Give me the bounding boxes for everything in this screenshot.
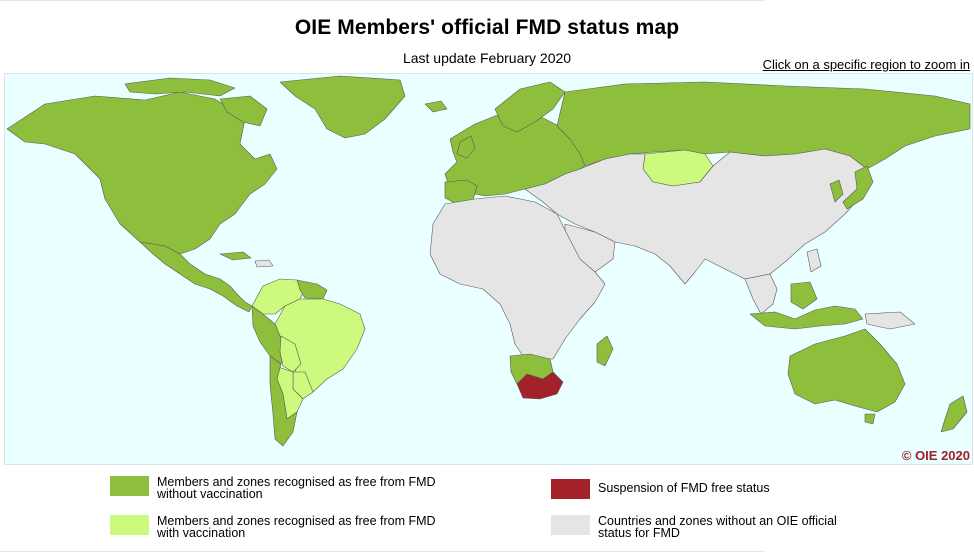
page-subtitle: Last update February 2020 bbox=[402, 50, 572, 66]
legend-item-free-without-vaccination: Members and zones recognised as free fro… bbox=[110, 476, 436, 500]
bottom-divider bbox=[0, 551, 765, 552]
page-title: OIE Members' official FMD status map bbox=[294, 16, 680, 39]
region-japan[interactable] bbox=[842, 165, 874, 210]
legend-swatch bbox=[110, 515, 149, 535]
region-caribbean[interactable] bbox=[219, 251, 252, 261]
legend-line: Suspension of FMD free status bbox=[598, 481, 770, 495]
region-new-zealand[interactable] bbox=[940, 395, 968, 433]
world-map[interactable] bbox=[4, 73, 973, 465]
legend-swatch bbox=[551, 479, 590, 499]
region-south-africa[interactable] bbox=[516, 371, 564, 400]
region-madagascar[interactable] bbox=[596, 335, 614, 367]
legend-line: Members and zones recognised as free fro… bbox=[157, 475, 436, 489]
region-new-guinea[interactable] bbox=[864, 311, 916, 330]
region-canadian-arctic[interactable] bbox=[124, 77, 236, 97]
region-australia[interactable] bbox=[787, 328, 906, 413]
region-indonesia[interactable] bbox=[749, 305, 864, 330]
legend-swatch bbox=[551, 515, 590, 535]
legend-line: status for FMD bbox=[598, 526, 680, 540]
region-baffin[interactable] bbox=[219, 95, 268, 127]
region-uk[interactable] bbox=[456, 135, 476, 159]
region-korea[interactable] bbox=[829, 179, 844, 203]
region-iceland[interactable] bbox=[424, 100, 448, 113]
legend-item-no-status: Countries and zones without an OIE offic… bbox=[551, 515, 837, 539]
region-greenland[interactable] bbox=[279, 75, 406, 139]
region-philippines[interactable] bbox=[806, 248, 822, 273]
legend-line: without vaccination bbox=[157, 487, 263, 501]
region-north-america[interactable] bbox=[6, 91, 278, 255]
region-borneo[interactable] bbox=[790, 281, 818, 310]
legend-item-free-with-vaccination: Members and zones recognised as free fro… bbox=[110, 515, 436, 539]
region-hispaniola[interactable] bbox=[254, 259, 274, 268]
world-map-svg[interactable] bbox=[5, 74, 973, 465]
map-copyright: © OIE 2020 bbox=[901, 448, 970, 463]
region-patagonia-chile[interactable] bbox=[269, 355, 298, 447]
legend-item-suspended: Suspension of FMD free status bbox=[551, 479, 770, 499]
region-africa[interactable] bbox=[429, 195, 606, 360]
region-scandinavia[interactable] bbox=[494, 81, 566, 133]
legend-line: Members and zones recognised as free fro… bbox=[157, 514, 436, 528]
region-southeast-asia[interactable] bbox=[744, 273, 778, 315]
legend-line: Countries and zones without an OIE offic… bbox=[598, 514, 837, 528]
region-tasmania[interactable] bbox=[864, 413, 876, 425]
zoom-instruction-link[interactable]: Click on a specific region to zoom in bbox=[762, 57, 970, 72]
legend-swatch bbox=[110, 476, 149, 496]
top-divider bbox=[0, 0, 765, 1]
legend-line: with vaccination bbox=[157, 526, 246, 540]
